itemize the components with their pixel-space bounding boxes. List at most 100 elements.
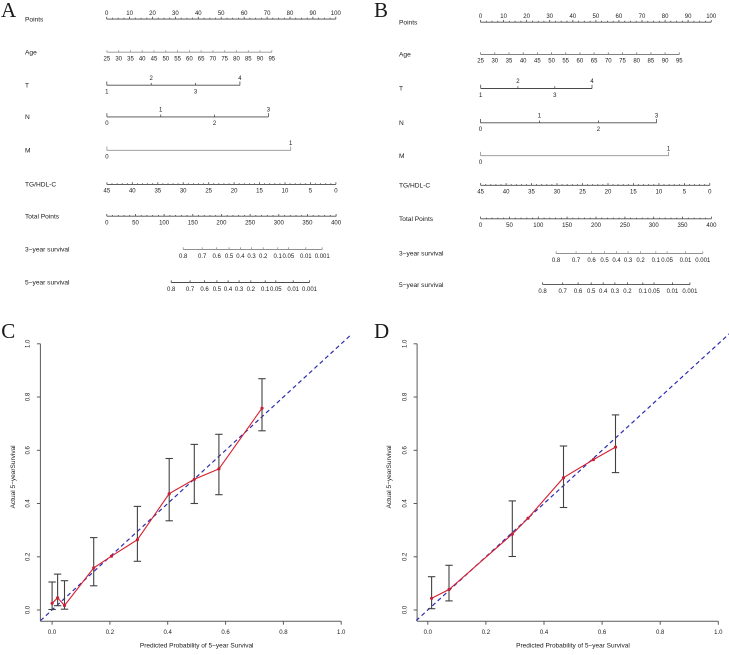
- svg-text:0: 0: [105, 221, 109, 227]
- svg-text:0.2: 0.2: [402, 552, 408, 561]
- svg-text:0.1: 0.1: [639, 289, 648, 295]
- svg-text:45: 45: [534, 59, 541, 65]
- svg-text:70: 70: [210, 57, 217, 63]
- svg-text:0.2: 0.2: [482, 630, 491, 636]
- svg-text:150: 150: [188, 221, 199, 227]
- svg-text:0.8: 0.8: [402, 392, 408, 401]
- svg-text:10: 10: [126, 11, 133, 17]
- svg-text:Total Points: Total Points: [399, 216, 434, 223]
- svg-text:0.5: 0.5: [213, 287, 222, 293]
- svg-text:1: 1: [159, 108, 163, 114]
- svg-text:0.4: 0.4: [236, 254, 245, 260]
- svg-text:0.8: 0.8: [167, 287, 176, 293]
- svg-text:35: 35: [154, 189, 161, 195]
- svg-text:100: 100: [331, 11, 342, 17]
- svg-text:30: 30: [491, 59, 498, 65]
- svg-text:350: 350: [677, 223, 688, 229]
- svg-text:0.2: 0.2: [247, 287, 256, 293]
- svg-text:0.6: 0.6: [221, 630, 230, 636]
- svg-text:80: 80: [662, 14, 669, 20]
- svg-text:1.0: 1.0: [402, 339, 408, 348]
- svg-text:0.8: 0.8: [26, 392, 32, 401]
- svg-text:M: M: [25, 148, 31, 155]
- svg-text:0.7: 0.7: [198, 254, 207, 260]
- svg-text:M: M: [399, 153, 405, 160]
- svg-text:3: 3: [267, 108, 271, 114]
- svg-text:Actual 5−yearSurvival: Actual 5−yearSurvival: [10, 445, 17, 509]
- svg-text:2: 2: [213, 121, 217, 127]
- svg-text:250: 250: [245, 221, 256, 227]
- svg-text:0.01: 0.01: [300, 254, 312, 260]
- svg-text:1: 1: [479, 93, 483, 99]
- svg-text:300: 300: [274, 221, 285, 227]
- svg-text:60: 60: [577, 59, 584, 65]
- svg-text:0.4: 0.4: [164, 630, 173, 636]
- svg-text:Age: Age: [399, 52, 411, 59]
- svg-text:50: 50: [132, 221, 139, 227]
- svg-text:70: 70: [605, 59, 612, 65]
- svg-text:0.0: 0.0: [48, 630, 57, 636]
- svg-text:0.8: 0.8: [538, 289, 547, 295]
- svg-text:0.001: 0.001: [682, 289, 698, 295]
- svg-text:400: 400: [706, 223, 717, 229]
- svg-text:0.8: 0.8: [279, 630, 288, 636]
- svg-text:200: 200: [216, 221, 227, 227]
- svg-text:0.001: 0.001: [695, 258, 711, 264]
- svg-text:60: 60: [616, 14, 623, 20]
- svg-text:TG/HDL-C: TG/HDL-C: [25, 182, 56, 189]
- svg-text:Total Points: Total Points: [25, 213, 60, 220]
- svg-text:25: 25: [579, 190, 586, 196]
- svg-text:50: 50: [506, 223, 513, 229]
- svg-text:0.6: 0.6: [200, 287, 209, 293]
- svg-text:90: 90: [310, 11, 317, 17]
- svg-text:20: 20: [605, 190, 612, 196]
- svg-text:5−year survival: 5−year survival: [399, 282, 444, 289]
- svg-text:30: 30: [115, 57, 122, 63]
- svg-text:35: 35: [506, 59, 513, 65]
- svg-text:0.3: 0.3: [624, 258, 633, 264]
- svg-text:90: 90: [662, 59, 669, 65]
- svg-text:B: B: [374, 0, 388, 22]
- svg-text:30: 30: [172, 11, 179, 17]
- svg-text:0.8: 0.8: [552, 258, 561, 264]
- svg-text:15: 15: [256, 189, 263, 195]
- svg-text:0.2: 0.2: [636, 258, 645, 264]
- svg-text:0.2: 0.2: [623, 289, 632, 295]
- svg-text:A: A: [1, 0, 17, 22]
- svg-text:0.6: 0.6: [598, 630, 607, 636]
- svg-text:3: 3: [194, 90, 198, 96]
- svg-text:10: 10: [500, 14, 507, 20]
- svg-text:20: 20: [149, 11, 156, 17]
- svg-text:400: 400: [331, 221, 342, 227]
- svg-text:0.8: 0.8: [179, 254, 188, 260]
- svg-text:50: 50: [218, 11, 225, 17]
- svg-text:10: 10: [282, 189, 289, 195]
- svg-text:75: 75: [619, 59, 626, 65]
- svg-text:3−year survival: 3−year survival: [25, 247, 70, 254]
- svg-text:65: 65: [591, 59, 598, 65]
- svg-text:20: 20: [231, 189, 238, 195]
- svg-text:350: 350: [302, 221, 313, 227]
- svg-text:70: 70: [264, 11, 271, 17]
- svg-text:50: 50: [548, 59, 555, 65]
- svg-text:250: 250: [620, 223, 631, 229]
- svg-text:0: 0: [334, 189, 338, 195]
- svg-text:0: 0: [479, 223, 483, 229]
- svg-text:0.001: 0.001: [302, 287, 318, 293]
- svg-text:0.6: 0.6: [587, 258, 596, 264]
- svg-text:25: 25: [104, 57, 111, 63]
- svg-text:0.7: 0.7: [186, 287, 195, 293]
- svg-text:N: N: [399, 120, 404, 127]
- svg-text:0.4: 0.4: [224, 287, 233, 293]
- svg-text:Points: Points: [399, 19, 418, 26]
- svg-text:1.0: 1.0: [26, 339, 32, 348]
- svg-text:75: 75: [221, 57, 228, 63]
- svg-text:0.7: 0.7: [572, 258, 581, 264]
- svg-text:Age: Age: [25, 49, 37, 56]
- svg-text:3: 3: [655, 114, 659, 120]
- svg-text:80: 80: [287, 11, 294, 17]
- svg-text:0.0: 0.0: [402, 605, 408, 614]
- svg-text:70: 70: [639, 14, 646, 20]
- svg-text:2: 2: [516, 79, 520, 85]
- svg-text:40: 40: [520, 59, 527, 65]
